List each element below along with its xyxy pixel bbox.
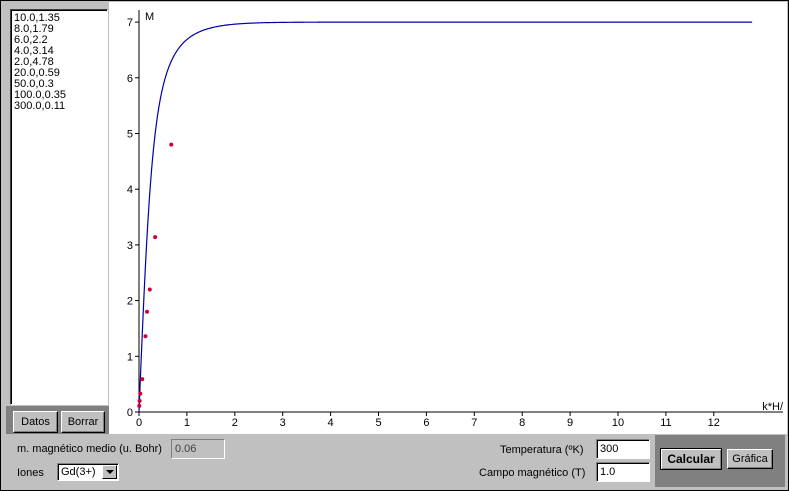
mean-moment-label: m. magnético medio (u. Bohr): [17, 443, 162, 455]
magnetic-field-input[interactable]: [596, 462, 650, 482]
x-tick-label: 1: [184, 417, 190, 429]
data-point: [169, 142, 174, 147]
y-tick-label: 3: [127, 240, 133, 252]
y-axis-label: M: [145, 11, 154, 23]
y-tick-label: 5: [127, 129, 133, 141]
iones-selected-value: Gd(3+): [61, 466, 96, 478]
x-tick-label: 3: [280, 417, 286, 429]
data-point: [140, 377, 145, 382]
iones-select[interactable]: Gd(3+): [57, 463, 119, 481]
calcular-button[interactable]: Calcular: [660, 448, 722, 470]
data-listbox[interactable]: 10.0,1.35 8.0,1.79 6.0,2.2 4.0,3.14 2.0,4.78…: [10, 9, 108, 405]
magnetic-field-label: Campo magnético (T): [479, 467, 586, 479]
list-item[interactable]: 50.0,0.3: [14, 78, 54, 90]
iones-label: Iones: [17, 467, 44, 479]
x-axis-label: k*H/: [762, 401, 784, 413]
temperature-label: Temperatura (ºK): [500, 444, 584, 456]
chevron-down-icon[interactable]: [102, 465, 117, 479]
x-tick-label: 10: [612, 417, 624, 429]
grafica-button[interactable]: Gráfica: [727, 449, 773, 469]
borrar-button[interactable]: Borrar: [61, 411, 105, 433]
list-item[interactable]: 20.0,0.59: [14, 67, 60, 79]
data-point: [137, 403, 142, 408]
x-tick-label: 7: [471, 417, 477, 429]
x-tick-label: 4: [328, 417, 334, 429]
data-point: [137, 398, 142, 403]
data-point: [145, 309, 150, 314]
list-item[interactable]: 100.0,0.35: [14, 89, 66, 101]
list-item[interactable]: 8.0,1.79: [14, 23, 54, 35]
x-tick-label: 11: [660, 417, 671, 429]
list-item[interactable]: 4.0,3.14: [14, 45, 54, 57]
y-tick-label: 7: [127, 17, 133, 29]
y-tick-label: 4: [127, 184, 133, 196]
list-item[interactable]: 6.0,2.2: [14, 34, 48, 46]
data-point: [138, 391, 143, 396]
temperature-input[interactable]: [596, 439, 650, 459]
brillouin-curve: [138, 21, 753, 413]
y-tick-label: 1: [127, 351, 133, 363]
y-tick-label: 6: [127, 73, 133, 85]
x-tick-label: 5: [375, 417, 381, 429]
list-item[interactable]: 300.0,0.11: [14, 100, 66, 112]
data-point: [153, 235, 158, 240]
datos-button[interactable]: Datos: [13, 411, 58, 433]
data-list-items: 10.0,1.35 8.0,1.79 6.0,2.2 4.0,3.14 2.0,4.78…: [11, 10, 107, 112]
x-tick-label: 8: [519, 417, 525, 429]
x-tick-label: 6: [423, 417, 429, 429]
x-tick-label: 0: [136, 417, 142, 429]
y-tick-label: 0: [127, 407, 133, 419]
data-point: [147, 287, 152, 292]
list-item[interactable]: 2.0,4.78: [14, 56, 54, 68]
x-tick-label: 9: [567, 417, 573, 429]
mean-moment-value: 0.06: [171, 439, 225, 459]
x-tick-label: 2: [232, 417, 238, 429]
list-item[interactable]: 10.0,1.35: [14, 12, 60, 24]
data-point: [143, 334, 148, 339]
y-tick-label: 2: [127, 296, 133, 308]
x-tick-label: 12: [708, 417, 720, 429]
